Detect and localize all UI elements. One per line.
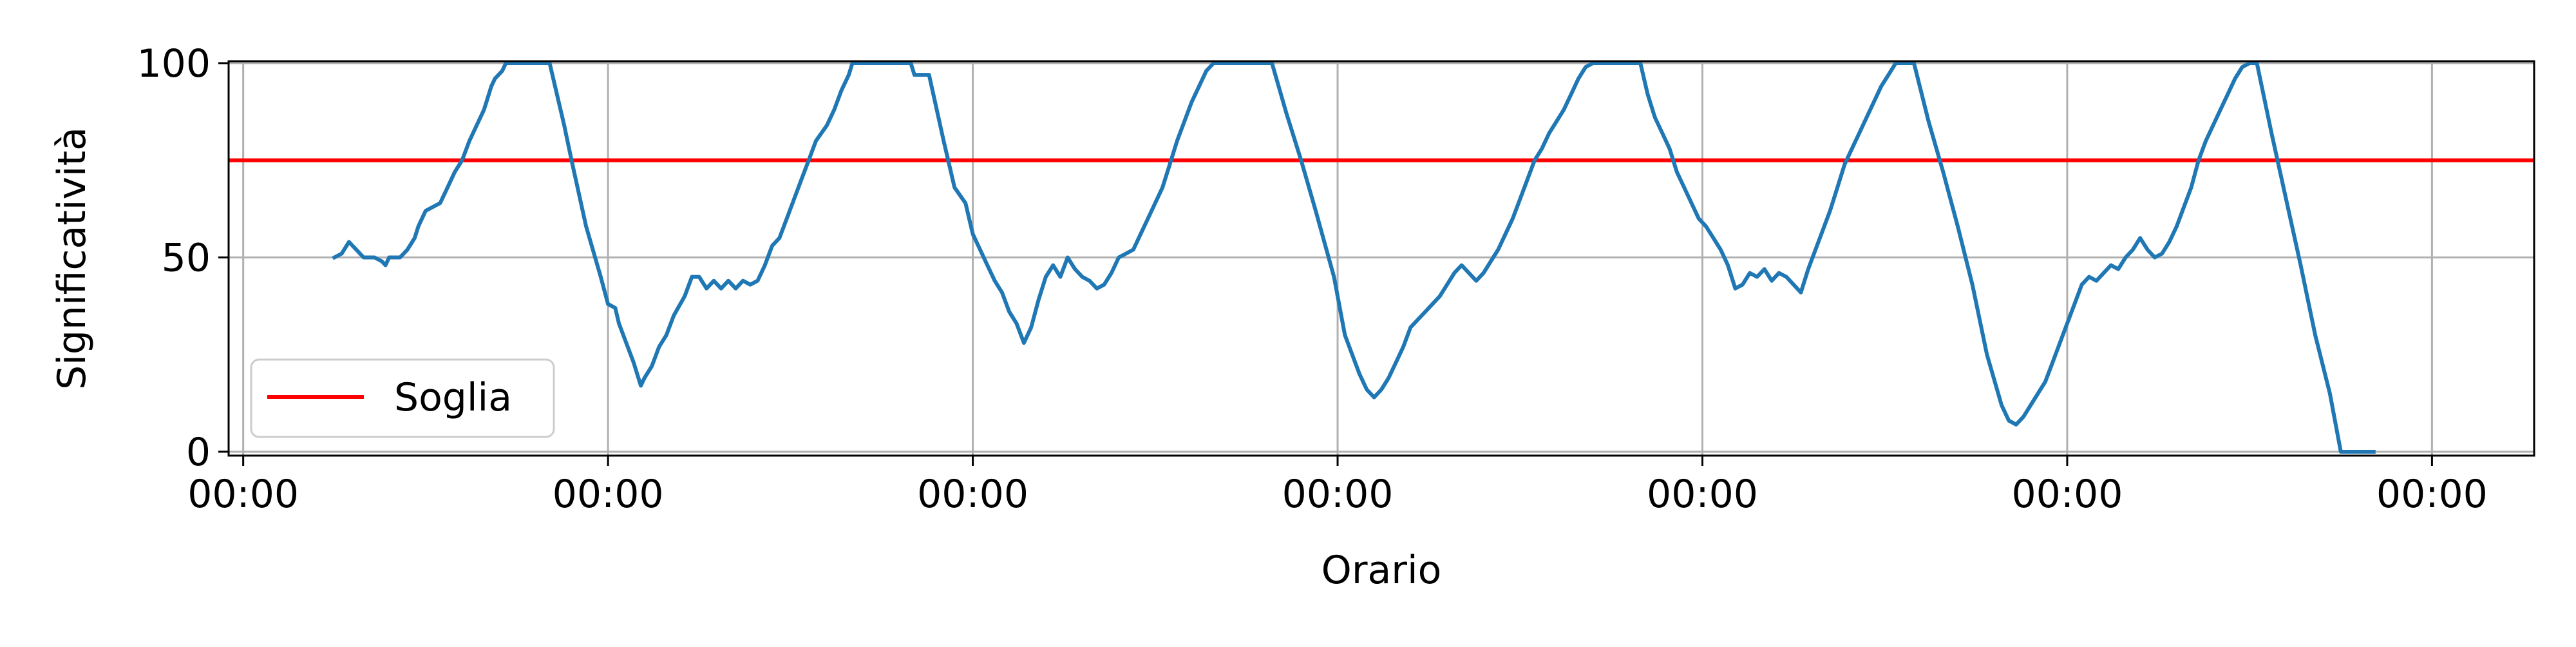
y-axis-label: Significatività [50, 127, 95, 390]
plot-area [229, 61, 2534, 456]
series-layer [332, 61, 2376, 454]
x-tick-label: 00:00 [917, 472, 1028, 517]
series-line [332, 61, 2376, 454]
x-tick-label: 00:00 [553, 472, 664, 517]
x-axis-label: Orario [1321, 548, 1442, 593]
legend-box [250, 358, 555, 438]
y-axis: 0 50 100 [137, 41, 229, 475]
legend: Soglia [250, 358, 555, 438]
grid [229, 61, 2534, 456]
y-tick-label: 100 [137, 41, 211, 86]
x-tick-label: 00:00 [2376, 472, 2488, 517]
x-tick-label: 00:00 [187, 472, 299, 517]
plot-frame [227, 60, 2535, 457]
x-tick-label: 00:00 [2011, 472, 2123, 517]
y-tick-label: 0 [186, 430, 211, 475]
x-axis: 00:00 00:00 00:00 00:00 00:00 00:00 00:00 [187, 456, 2488, 517]
x-tick-label: 00:00 [1647, 472, 1758, 517]
y-tick-label: 50 [162, 235, 211, 280]
legend-threshold-label: Soglia [394, 375, 512, 420]
x-tick-label: 00:00 [1282, 472, 1394, 517]
